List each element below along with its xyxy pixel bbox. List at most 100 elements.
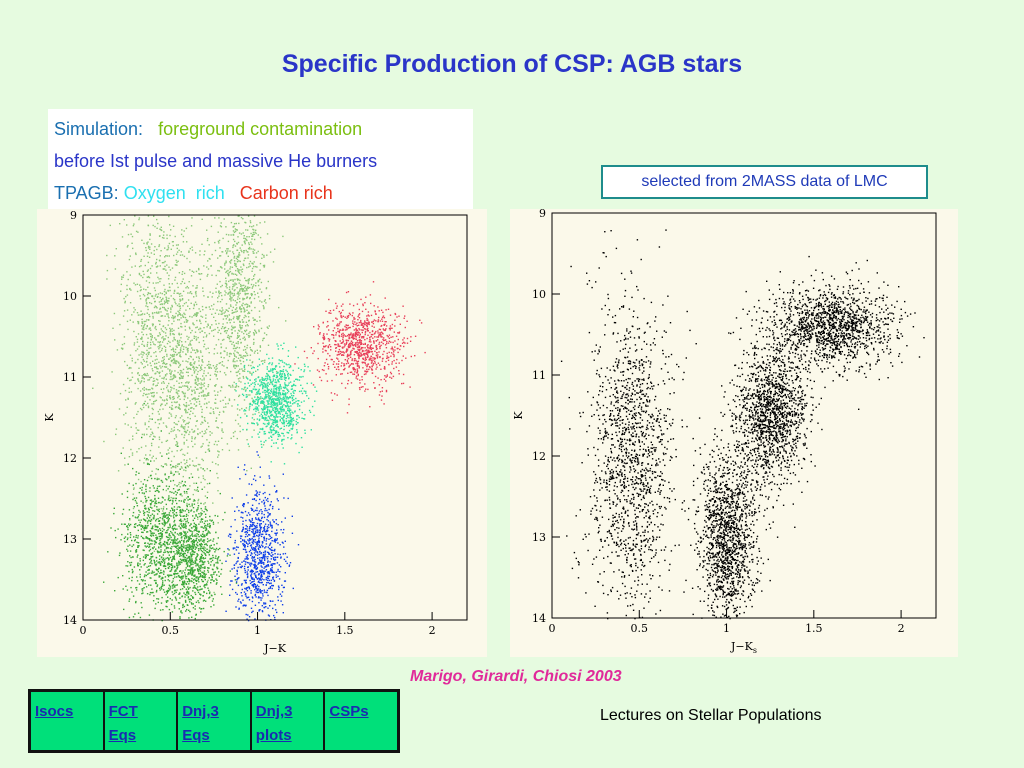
- left-point: [179, 597, 181, 599]
- left-point: [275, 365, 277, 367]
- left-point: [294, 410, 296, 412]
- left-point: [176, 538, 179, 540]
- left-point: [265, 385, 267, 387]
- left-point: [228, 234, 230, 236]
- left-point: [182, 348, 185, 350]
- left-point: [289, 421, 291, 423]
- left-point: [152, 532, 154, 534]
- left-point: [297, 400, 299, 402]
- left-point: [192, 519, 194, 522]
- left-point: [128, 598, 131, 600]
- left-point: [217, 297, 219, 299]
- left-point: [122, 274, 125, 276]
- left-point: [161, 441, 163, 444]
- left-point: [253, 338, 255, 341]
- left-point: [153, 546, 155, 548]
- left-point: [240, 342, 242, 344]
- left-point: [173, 545, 175, 547]
- left-point: [214, 551, 216, 553]
- left-point: [149, 538, 151, 541]
- left-point: [189, 485, 191, 487]
- left-point: [163, 376, 165, 379]
- left-point: [191, 292, 193, 295]
- left-point: [176, 401, 178, 403]
- left-point: [227, 240, 230, 243]
- left-point: [158, 436, 161, 438]
- left-point: [247, 287, 249, 289]
- left-point: [155, 266, 158, 268]
- left-point: [237, 334, 239, 337]
- left-point: [143, 587, 145, 589]
- left-point: [183, 605, 186, 608]
- left-point: [200, 575, 202, 577]
- left-point: [158, 301, 161, 303]
- left-point: [168, 499, 171, 502]
- left-point: [228, 280, 230, 283]
- left-point: [236, 229, 238, 231]
- left-point: [164, 463, 166, 465]
- left-point: [159, 532, 162, 534]
- left-point: [164, 332, 167, 334]
- left-point: [233, 321, 235, 323]
- left-point: [251, 294, 253, 297]
- left-point: [241, 368, 243, 370]
- left-point: [219, 411, 221, 413]
- left-point: [103, 581, 105, 583]
- left-point: [287, 437, 289, 439]
- left-point: [142, 358, 145, 361]
- left-point: [219, 362, 222, 364]
- left-point: [143, 537, 145, 540]
- left-point: [185, 521, 187, 523]
- left-point: [140, 528, 143, 530]
- left-point: [173, 338, 175, 340]
- left-point: [169, 327, 171, 330]
- left-point: [140, 275, 142, 277]
- left-point: [166, 398, 168, 400]
- left-point: [200, 322, 202, 325]
- left-point: [229, 295, 231, 297]
- left-point: [136, 290, 139, 293]
- left-point: [147, 542, 149, 544]
- left-point: [188, 408, 190, 411]
- left-point: [163, 551, 165, 554]
- left-point: [281, 422, 284, 425]
- left-point: [255, 232, 257, 235]
- left-point: [179, 313, 181, 315]
- left-point: [275, 376, 278, 379]
- left-point: [143, 273, 145, 276]
- left-point: [244, 303, 246, 306]
- left-point: [173, 438, 176, 440]
- left-point: [191, 316, 193, 318]
- left-point: [156, 367, 158, 370]
- left-point: [217, 257, 219, 259]
- left-point: [199, 369, 201, 372]
- left-point: [168, 495, 170, 497]
- left-point: [182, 360, 184, 362]
- left-point: [268, 437, 270, 439]
- left-point: [249, 390, 251, 392]
- left-point: [159, 265, 161, 267]
- left-point: [150, 338, 153, 340]
- left-point: [149, 315, 151, 318]
- left-point: [107, 551, 109, 553]
- left-point: [148, 420, 150, 423]
- left-point: [272, 400, 275, 403]
- left-point: [222, 309, 224, 311]
- left-point: [241, 288, 244, 290]
- left-point: [232, 283, 234, 286]
- left-point: [195, 557, 197, 559]
- left-point: [194, 569, 196, 571]
- left-point: [160, 397, 162, 399]
- left-point: [114, 590, 116, 592]
- left-point: [219, 225, 222, 227]
- left-point: [162, 609, 164, 611]
- left-point: [132, 544, 135, 546]
- left-point: [188, 565, 191, 567]
- left-point: [176, 584, 178, 586]
- left-point: [215, 374, 218, 376]
- left-point: [232, 273, 235, 275]
- left-point: [200, 467, 202, 469]
- left-point: [272, 421, 274, 423]
- left-point: [188, 572, 190, 574]
- left-point: [238, 253, 240, 256]
